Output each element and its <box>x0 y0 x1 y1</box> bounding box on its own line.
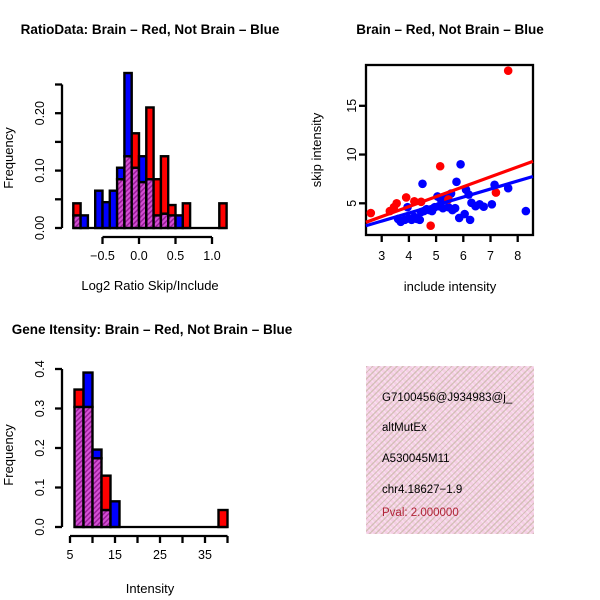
info-line-probe-id: G7100456@J934983@j_ <box>382 392 513 404</box>
hist-bar-red <box>145 106 155 181</box>
x-axis-title: include intensity <box>404 279 497 294</box>
hist-bar-red <box>159 155 170 215</box>
x-tick-label: 0.0 <box>130 249 147 263</box>
y-axis-title: Frequency <box>1 127 16 189</box>
x-tick-label: 35 <box>198 548 212 562</box>
x-tick-label: 0.5 <box>167 249 184 263</box>
scatter-point-red <box>435 161 445 171</box>
y-tick-label: 0.10 <box>33 158 47 182</box>
x-tick-label: 15 <box>108 548 122 562</box>
scatter-title-text: Brain – Red, Not Brain – Blue <box>356 22 544 37</box>
hist-bar-red <box>217 508 229 529</box>
scatter-point-blue <box>479 202 489 212</box>
x-tick-label: 4 <box>405 249 412 263</box>
x-tick-label: 1.0 <box>203 249 220 263</box>
ratio-histogram-title-text: RatioData: Brain – Red, Not Brain – Blue <box>20 22 280 37</box>
scatter-point-red <box>366 208 376 218</box>
y-tick-label: 0.1 <box>33 479 47 496</box>
hist-bar-blue <box>109 500 121 529</box>
scatter-point-blue <box>450 203 460 213</box>
y-tick-label: 0.4 <box>33 360 47 377</box>
x-tick-label: 5 <box>433 249 440 263</box>
info-line-event-type: altMutEx <box>382 422 427 434</box>
x-tick-label: 8 <box>514 249 521 263</box>
hist-bar-overlap <box>91 457 103 529</box>
y-axis-title: skip intensity <box>309 112 324 187</box>
scatter-point-red <box>426 221 435 231</box>
scatter-point-blue <box>487 199 497 209</box>
info-line-locus: chr4.18627−1.9 <box>382 484 463 496</box>
hist-bar-overlap <box>82 405 94 529</box>
x-tick-label: 5 <box>67 548 74 562</box>
hist-bar-red <box>73 388 85 409</box>
hist-bar-overlap <box>100 508 112 529</box>
ratio-histogram: 0.00 0.10 0.20 −0.5 0.0 0.5 1.0 Log2 Ratio Skip… <box>1 71 228 293</box>
fit-line-blue <box>365 174 534 228</box>
y-tick-label: 0.3 <box>33 400 47 417</box>
hist-bar-red <box>181 202 192 230</box>
y-tick-label: 0.0 <box>33 518 47 535</box>
pval-line: Pval: 2.000000 <box>382 507 459 519</box>
x-tick-label: −0.5 <box>90 249 115 263</box>
y-tick-label: 10 <box>345 148 359 162</box>
scatter-point-red <box>491 188 501 197</box>
x-axis-title: Intensity <box>126 581 175 596</box>
intensity-scatter: 3 4 5 6 7 8 5 10 15 include intensity skip intensi… <box>309 63 535 294</box>
scatter-point-red <box>401 193 411 202</box>
scatter-point-red <box>392 199 401 208</box>
y-tick-label: 15 <box>345 99 359 113</box>
y-axis-title: Frequency <box>1 424 16 486</box>
scatter-point-blue <box>460 209 469 219</box>
scatter-point-red <box>503 66 513 75</box>
hist-bar-blue <box>91 448 103 460</box>
hist-bar-blue <box>79 214 90 230</box>
x-tick-label: 25 <box>153 548 167 562</box>
y-tick-label: 0.2 <box>33 439 47 456</box>
x-tick-label: 6 <box>460 249 467 263</box>
scatter-point-blue <box>456 160 465 169</box>
scatter-title: Brain – Red, Not Brain – Blue <box>300 22 600 42</box>
y-tick-label: 5 <box>345 200 359 207</box>
x-axis-title: Log2 Ratio Skip/Include <box>81 278 218 293</box>
scatter-point-blue <box>418 179 427 189</box>
info-box: G7100456@J934983@j_ altMutEx A530045M11 … <box>366 366 534 534</box>
ratio-histogram-title: RatioData: Brain – Red, Not Brain – Blue <box>0 22 300 42</box>
hist-bar-blue <box>82 371 94 409</box>
info-line-gene-symbol: A530045M11 <box>382 453 450 465</box>
y-tick-label: 0.00 <box>33 216 47 240</box>
gene-intensity-histogram: 0.0 0.1 0.2 0.3 0.4 5 15 25 35 Intensity Frequency <box>1 360 229 596</box>
hist-bar-red <box>166 203 177 217</box>
hist-bar-red <box>218 202 228 230</box>
hist-bar-red <box>72 202 82 217</box>
scatter-point-blue <box>452 177 461 187</box>
gene-intensity-title: Gene Itensity: Brain – Red, Not Brain – … <box>0 322 300 342</box>
hist-bar-overlap <box>73 405 85 529</box>
x-tick-label: 3 <box>378 249 385 263</box>
fit-line-red <box>365 159 534 224</box>
gene-intensity-title-text: Gene Itensity: Brain – Red, Not Brain – … <box>11 322 293 337</box>
scatter-point-blue <box>465 215 475 225</box>
hist-bar-blue <box>123 71 133 158</box>
scatter-point-blue <box>521 206 531 216</box>
plot-box <box>364 63 535 237</box>
hist-bar-red <box>100 474 112 512</box>
x-tick-label: 7 <box>487 249 494 263</box>
scatter-point-blue <box>415 215 425 225</box>
hist-bar-red <box>130 132 141 169</box>
y-tick-label: 0.20 <box>33 101 47 125</box>
